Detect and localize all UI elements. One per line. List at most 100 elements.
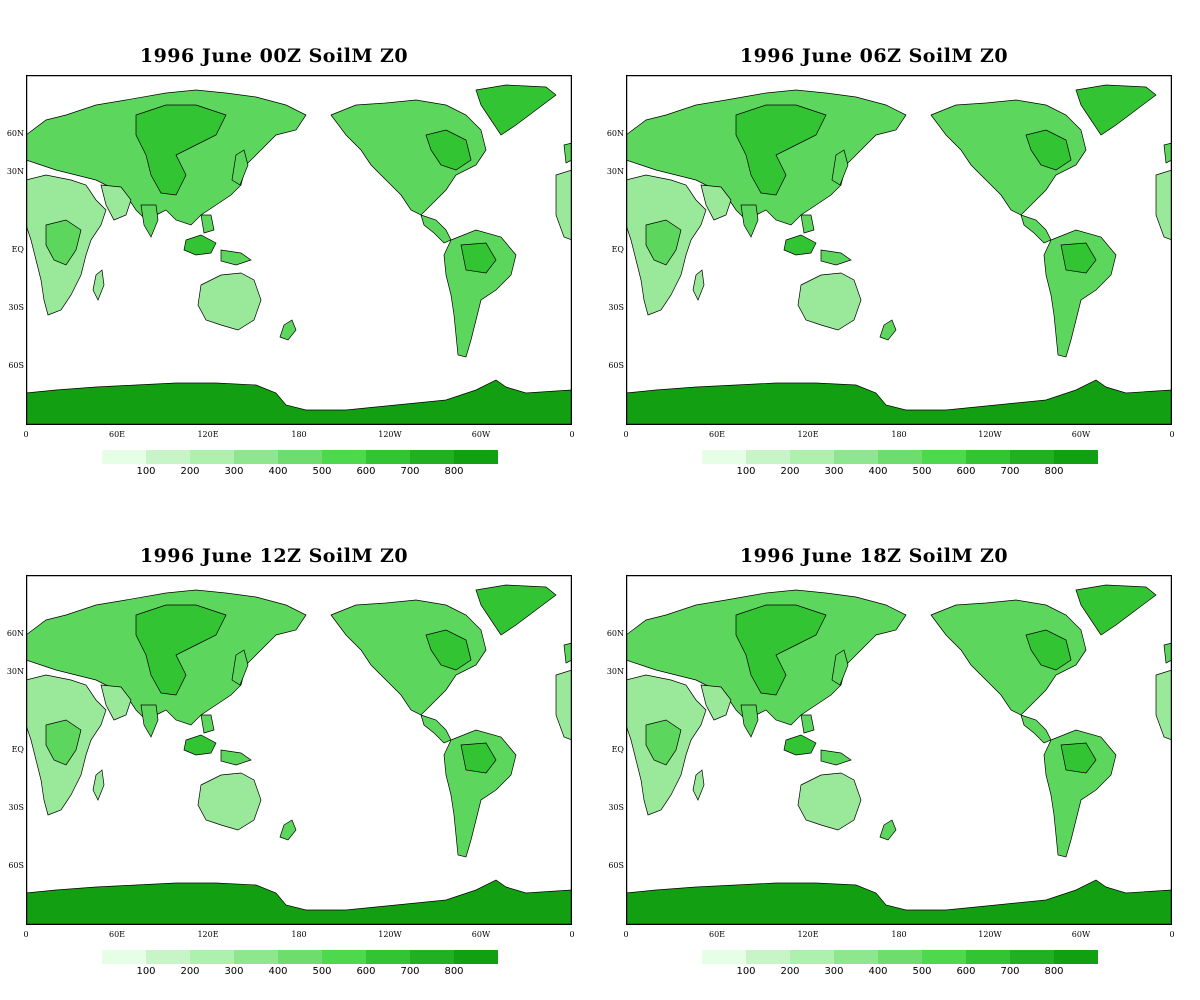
colorbar-cell [922,450,966,464]
colorbar-cell [834,950,878,964]
colorbar-labels: 100 200 300 400 500 600 700 800 [702,466,1098,480]
landmass [555,169,572,241]
colorbar-cell [278,450,322,464]
landmass [140,704,159,738]
colorbar-label: 100 [736,966,756,977]
colorbar-label: 700 [1000,966,1020,977]
landmass [555,669,572,741]
map-panel-00z: 1996 June 00Z SoilM Z0 100 200 300 400 500 60… [0,0,575,477]
colorbar-label: 400 [268,966,288,977]
landmass [100,684,132,721]
landmass [197,272,262,331]
landmass [425,629,472,671]
landmass [231,649,249,686]
lat-label: 30N [6,167,24,176]
landmass [831,149,849,186]
map-frame [626,75,1172,425]
map-panel-12z: 1996 June 12Z SoilM Z0 100 200 300 400 500 60… [0,500,575,977]
colorbar-label: 200 [780,466,800,477]
landmass [1025,629,1072,671]
landmass [92,269,105,301]
lon-label: 0 [623,930,629,939]
landmass [475,84,557,136]
map-frame [26,575,572,925]
lon-label: 180 [891,430,907,439]
lon-label: 120E [197,430,219,439]
colorbar-cell [922,950,966,964]
colorbar-label: 100 [136,966,156,977]
lon-label: 120E [197,930,219,939]
colorbar-label: 600 [356,466,376,477]
lat-label: EQ [11,745,24,754]
colorbar-cell [878,450,922,464]
colorbar-label: 800 [444,966,464,977]
colorbar-cell [410,450,454,464]
colorbar-cell [234,950,278,964]
world-map [26,575,572,925]
landmass [279,319,297,341]
lon-label: 60W [471,430,491,439]
lon-label: 60W [1071,430,1091,439]
colorbar-label: 700 [1000,466,1020,477]
lat-label: 30S [8,803,24,812]
landmass [783,734,817,756]
landmass [797,772,862,831]
landmass [460,242,497,274]
landmass [100,184,132,221]
lat-label: 30S [608,803,624,812]
lon-label: 180 [291,930,307,939]
map-frame [26,75,572,425]
landmass [197,772,262,831]
colorbar-labels: 100 200 300 400 500 600 700 800 [102,466,498,480]
colorbar-cell [102,950,146,964]
colorbar-cell [146,950,190,964]
landmass [740,204,759,238]
world-map [626,75,1172,425]
colorbar-cell [1054,950,1098,964]
colorbar-label: 300 [224,966,244,977]
colorbar-label: 500 [312,466,332,477]
colorbar-cell [1010,950,1054,964]
landmass [45,219,82,266]
landmass [820,249,852,266]
landmass [735,104,827,196]
landmass [1020,214,1052,244]
landmass [183,234,217,256]
lon-label: 60W [471,930,491,939]
lat-label: 60S [608,861,624,870]
lon-label: 0 [1169,930,1175,939]
panel-title: 1996 June 18Z SoilM Z0 [739,545,1009,567]
landmass [92,769,105,801]
lon-label: 120W [978,430,1002,439]
landmass [200,714,215,734]
lat-label: 30S [608,303,624,312]
colorbar-label: 700 [400,466,420,477]
panel-title: 1996 June 00Z SoilM Z0 [139,45,409,67]
colorbar-label: 400 [868,466,888,477]
colorbar-label: 300 [824,466,844,477]
landmass [1163,142,1172,164]
landmass [1060,742,1097,774]
colorbar-label: 500 [912,466,932,477]
lat-label: EQ [11,245,24,254]
landmass [740,704,759,738]
lat-label: 60S [8,361,24,370]
lon-label: 120W [378,930,402,939]
colorbar-cell [966,950,1010,964]
landmass [135,604,227,696]
lat-label: 30N [606,667,624,676]
colorbar-label: 600 [956,966,976,977]
colorbar-label: 200 [780,966,800,977]
landmass [1043,729,1117,858]
colorbar-cell [190,450,234,464]
map-panel-06z: 1996 June 06Z SoilM Z0 100 200 300 400 500 60… [600,0,1175,477]
panel-title: 1996 June 12Z SoilM Z0 [139,545,409,567]
landmass [220,749,252,766]
landmass [879,319,897,341]
colorbar-label: 300 [224,466,244,477]
landmass [443,229,517,358]
world-map [626,575,1172,925]
landmass [425,129,472,171]
lat-label: 60S [8,861,24,870]
colorbar [102,950,498,964]
